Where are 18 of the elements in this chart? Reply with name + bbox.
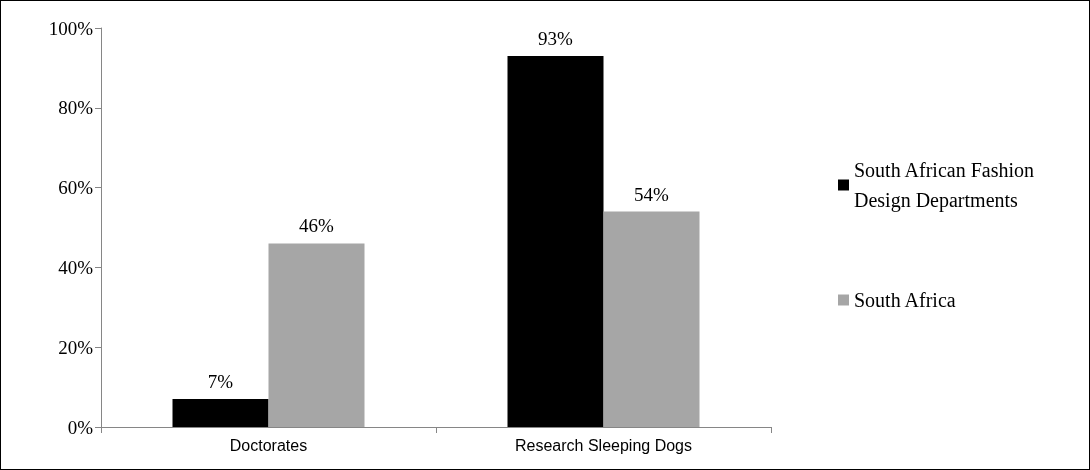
y-tick-label: 100% [48,17,94,39]
data-label: 54% [634,183,670,205]
data-label: 93% [538,27,574,49]
legend-label: South Africa [854,289,956,311]
x-tick-label: Research Sleeping Dogs [515,436,692,454]
y-tick-label: 80% [58,97,94,119]
y-tick-label: 0% [67,416,94,438]
y-tick-label: 40% [58,256,94,278]
y-tick-label: 60% [58,177,94,199]
bar [603,211,700,427]
bar [268,243,365,427]
bar [172,399,269,427]
y-tick-label: 20% [58,336,94,358]
data-label: 7% [207,371,234,393]
legend-label: South African Fashion Design Departments [854,159,1039,212]
x-tick-label: Doctorates [229,436,308,454]
data-label: 46% [299,215,335,237]
bar [507,55,604,427]
